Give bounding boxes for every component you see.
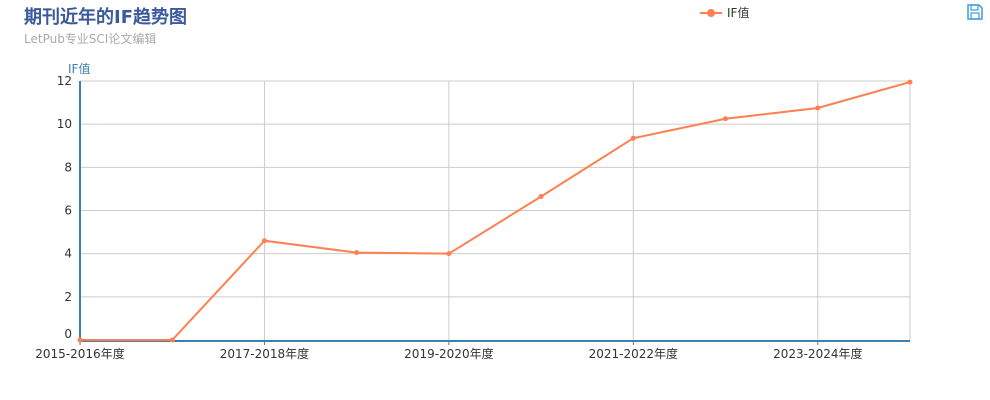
series-line: [80, 81, 911, 341]
data-point: [77, 337, 83, 343]
legend-line-icon: [700, 8, 722, 17]
data-point: [261, 238, 267, 244]
y-tick-label: 12: [57, 74, 72, 88]
data-point: [630, 135, 636, 141]
data-point: [723, 116, 729, 122]
y-tick-label: 6: [64, 204, 72, 218]
data-point: [538, 193, 544, 199]
data-point: [907, 79, 913, 85]
x-tick-label: 2023-2024年度: [773, 346, 862, 361]
y-tick-label: 8: [64, 160, 72, 174]
data-point: [169, 337, 175, 343]
data-point: [446, 251, 452, 257]
y-tick-label: 4: [64, 247, 72, 261]
y-tick-label: 10: [57, 117, 72, 131]
chart-subtitle: LetPub专业SCI论文编辑: [24, 32, 157, 46]
legend-item[interactable]: IF值: [700, 4, 749, 21]
x-tick-label: 2017-2018年度: [220, 346, 309, 361]
x-tick-label: 2015-2016年度: [35, 346, 124, 361]
data-point: [354, 250, 360, 256]
chart-title: 期刊近年的IF趋势图: [24, 7, 187, 28]
y-axis-label: IF值: [68, 61, 90, 76]
data-point: [815, 105, 821, 111]
x-tick-label: 2021-2022年度: [589, 346, 678, 361]
save-as-image-icon[interactable]: [966, 3, 984, 25]
legend-label: IF值: [727, 6, 750, 20]
x-tick-label: 2019-2020年度: [404, 346, 493, 361]
y-tick-label: 0: [64, 327, 72, 341]
y-tick-label: 2: [64, 290, 72, 304]
